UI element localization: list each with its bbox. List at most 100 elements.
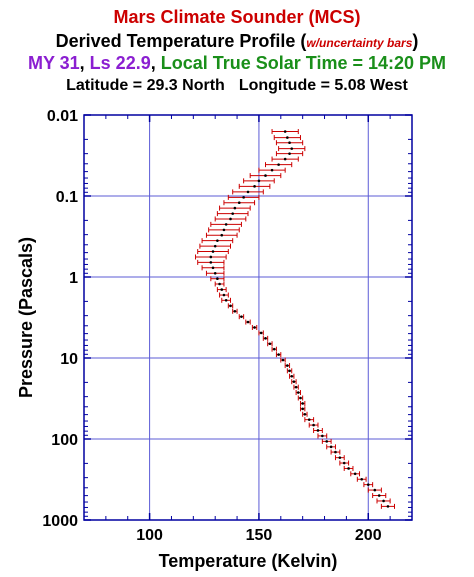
time-line: MY 31, Ls 22.9, Local True Solar Time = …	[0, 53, 474, 74]
data-point	[220, 288, 224, 291]
data-point	[296, 391, 300, 394]
data-point	[277, 353, 280, 356]
data-point	[209, 255, 213, 259]
data-point	[246, 190, 250, 194]
data-point	[334, 450, 337, 454]
chart-title: Mars Climate Sounder (MCS)	[113, 7, 361, 27]
data-point	[268, 342, 272, 346]
data-point	[270, 168, 274, 172]
y-tick-label: 100	[51, 432, 78, 449]
data-point	[264, 174, 267, 177]
data-point	[325, 440, 329, 443]
data-point	[283, 130, 287, 133]
data-point	[312, 423, 315, 427]
data-point	[301, 402, 304, 405]
mars-year: MY 31	[27, 53, 80, 73]
data-point	[377, 494, 381, 497]
data-point	[288, 152, 291, 155]
separator: ,	[79, 53, 90, 73]
subtitle-note: w/uncertainty bars	[306, 36, 413, 50]
solar-longitude: Ls 22.9	[89, 53, 151, 73]
data-point	[307, 418, 311, 421]
data-point	[222, 228, 226, 232]
data-point	[240, 315, 243, 318]
y-axis-label: Pressure (Pascals)	[16, 237, 36, 398]
data-point	[229, 304, 232, 308]
data-point	[347, 467, 350, 470]
data-point	[220, 233, 224, 237]
y-tick-label: 0.1	[56, 189, 78, 206]
data-point	[290, 147, 294, 150]
data-point	[233, 309, 237, 313]
data-point	[288, 369, 291, 373]
data-point	[294, 385, 298, 389]
data-point	[277, 163, 280, 166]
grid-lines	[84, 114, 412, 521]
data-point	[286, 136, 289, 139]
data-point	[360, 477, 364, 481]
location-line: Latitude = 29.3 North Longitude = 5.08 We…	[0, 77, 474, 95]
data-points	[209, 130, 390, 508]
data-point	[224, 299, 228, 302]
x-axis-ticks: 100 150 200	[105, 115, 391, 544]
data-point	[353, 472, 357, 476]
x-tick-label: 200	[355, 527, 382, 544]
data-point	[292, 380, 296, 383]
y-tick-label: 1	[69, 270, 78, 287]
data-point	[213, 271, 217, 275]
data-point	[288, 141, 291, 145]
subtitle-main: Derived Temperature Profile (	[55, 31, 307, 51]
uncertainty-bars	[195, 129, 396, 509]
data-point	[213, 244, 217, 248]
data-point	[222, 293, 226, 297]
data-point	[286, 364, 289, 367]
x-axis-label: Temperature (Kelvin)	[159, 551, 338, 571]
data-point	[253, 326, 256, 329]
data-point	[366, 483, 370, 486]
data-point	[303, 412, 307, 416]
data-point	[242, 196, 245, 199]
y-axis-ticks: 0.01 0.1 1 10 100 1000	[42, 108, 412, 530]
data-point	[321, 434, 324, 438]
x-tick-label: 100	[136, 527, 163, 544]
data-point	[259, 331, 263, 335]
data-point	[299, 396, 302, 400]
longitude: Longitude = 5.08 West	[238, 77, 408, 94]
data-point	[246, 320, 250, 324]
data-point	[264, 337, 267, 340]
data-point	[233, 206, 237, 210]
data-point	[342, 461, 346, 465]
y-tick-label: 10	[60, 351, 78, 368]
data-point	[290, 374, 294, 378]
y-tick-label: 0.01	[47, 108, 78, 125]
data-point	[229, 217, 232, 221]
local-solar-time: Local True Solar Time = 14:20 PM	[160, 53, 447, 73]
data-point	[216, 239, 219, 242]
chart-subtitle: Derived Temperature Profile (w/uncertain…	[0, 31, 474, 52]
x-tick-label: 150	[246, 527, 273, 544]
data-point	[382, 499, 385, 503]
data-point	[386, 505, 390, 508]
data-point	[272, 347, 276, 351]
data-point	[281, 358, 285, 362]
data-point	[283, 157, 287, 161]
data-point	[253, 185, 256, 188]
data-point	[329, 445, 333, 449]
data-point	[218, 282, 221, 286]
data-point	[211, 266, 215, 270]
latitude: Latitude = 29.3 North	[66, 77, 225, 94]
data-point	[211, 250, 215, 253]
data-point	[237, 201, 241, 205]
data-point	[316, 429, 320, 432]
data-point	[373, 488, 377, 492]
data-point	[338, 456, 342, 459]
plot-frame	[83, 114, 413, 521]
separator: ,	[150, 53, 161, 73]
data-point	[301, 407, 304, 411]
subtitle-close: )	[412, 31, 419, 51]
data-point	[257, 179, 261, 183]
data-point	[231, 212, 234, 215]
data-point	[209, 261, 213, 264]
y-tick-label: 1000	[42, 513, 78, 530]
